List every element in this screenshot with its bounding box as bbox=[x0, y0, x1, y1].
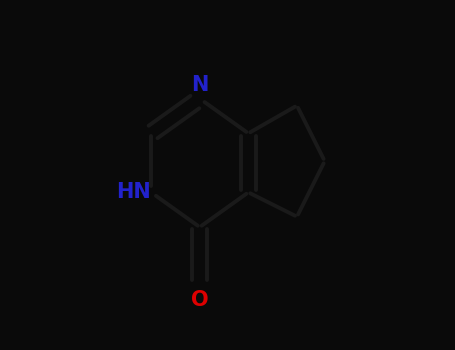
Text: O: O bbox=[191, 290, 208, 310]
Text: N: N bbox=[191, 75, 208, 95]
Text: HN: HN bbox=[116, 182, 151, 202]
